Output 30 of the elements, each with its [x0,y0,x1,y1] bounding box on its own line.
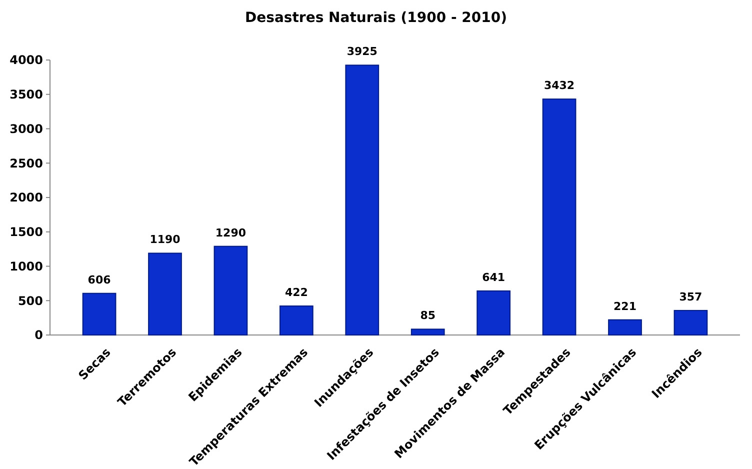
y-tick-label: 2500 [10,156,43,170]
chart-title: Desastres Naturais (1900 - 2010) [245,10,507,26]
data-label: 85 [420,309,436,322]
data-label: 3432 [544,79,575,92]
bar [476,290,510,336]
bar [82,292,116,336]
data-label: 1190 [150,233,181,246]
bar [608,319,642,336]
y-tick-label: 500 [18,294,43,308]
bar [280,305,314,336]
y-tick-label: 1000 [10,259,43,274]
bar [214,246,248,336]
bar [148,252,182,336]
data-label: 3925 [346,45,378,58]
y-tick-label: 2000 [10,190,43,205]
bar [345,64,380,336]
data-label: 422 [284,286,308,299]
bar [410,328,445,336]
data-label: 641 [482,270,506,284]
y-tick-label: 3500 [10,88,43,102]
y-tick-label: 3000 [10,122,43,136]
bar [674,310,708,336]
data-label: 357 [679,290,702,304]
y-tick-label: 0 [34,328,43,342]
y-tick-label: 4000 [10,53,43,68]
data-label: 221 [614,300,636,313]
data-label: 1290 [215,226,246,240]
data-label: 606 [88,273,112,286]
bar [542,98,576,336]
y-tick-label: 1500 [10,225,43,240]
